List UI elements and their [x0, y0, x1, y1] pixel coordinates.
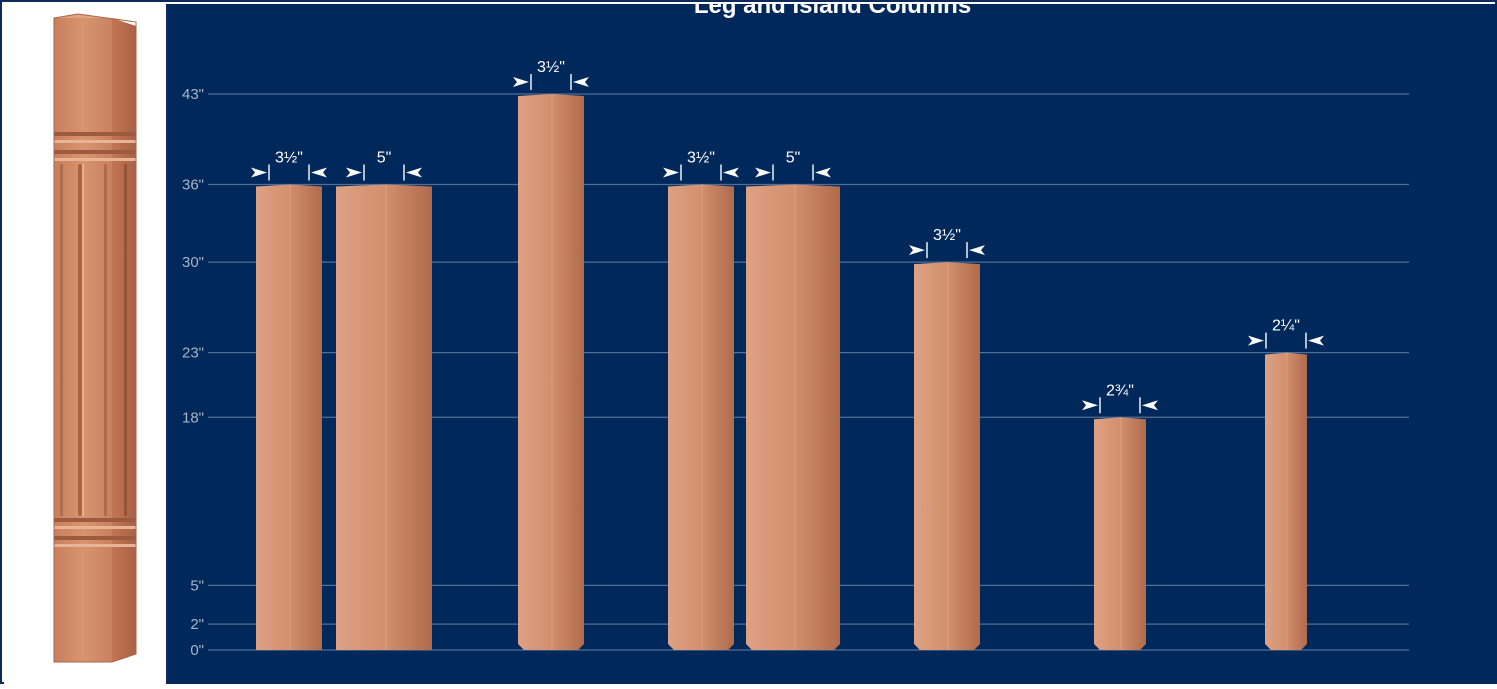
column-front-face [256, 184, 290, 650]
dimension-arrow-icon [969, 245, 985, 256]
column-front-face [914, 262, 948, 650]
y-tick-label: 36" [182, 177, 204, 194]
dimension-arrow-icon [755, 167, 771, 178]
column-bar [336, 184, 432, 650]
y-tick-label: 18" [182, 409, 204, 426]
column-side-face [290, 184, 322, 650]
dimension-arrow-icon [1248, 335, 1264, 346]
column-front-face [746, 184, 795, 650]
width-label: 2¾" [1106, 382, 1134, 399]
dimension-arrow-icon [573, 77, 589, 87]
width-label: 2¼" [1272, 318, 1300, 335]
width-label: 3½" [687, 150, 715, 167]
product-panel [4, 4, 168, 684]
dimension-arrow-icon [1142, 400, 1158, 411]
column-front-face [1094, 417, 1121, 650]
y-tick-label: 0" [190, 642, 204, 659]
column-front-face [668, 184, 702, 650]
column-front-face [518, 94, 552, 650]
column-bar [1265, 352, 1307, 650]
dimension-arrow-icon [723, 167, 739, 178]
width-label: 3½" [933, 227, 961, 244]
dimension-arrow-icon [663, 167, 679, 178]
dimension-arrow-icon [815, 167, 831, 178]
dimension-arrow-icon [1308, 335, 1324, 346]
column-side-face [1287, 352, 1307, 650]
dimension-arrow-icon [251, 167, 267, 178]
column-bar [668, 184, 734, 650]
dimension-arrow-icon [513, 77, 529, 87]
width-label: 3½" [537, 59, 565, 76]
y-tick-label: 2" [190, 616, 204, 633]
column-front-face [1265, 352, 1287, 650]
column-front-face [336, 184, 386, 650]
column-side-face [552, 94, 584, 650]
column-bar [256, 184, 322, 650]
width-label: 5" [786, 150, 801, 167]
column-bar [518, 94, 584, 650]
column-side-face [795, 184, 840, 650]
column-side-face [948, 262, 980, 650]
dimension-arrow-icon [406, 167, 422, 178]
dimension-arrow-icon [346, 167, 362, 178]
column-side-face [1121, 417, 1146, 650]
chart-panel: Leg and Island Columns 0" 2" 5" 18" 23" 30" 36… [168, 4, 1497, 684]
y-tick-label: 5" [190, 577, 204, 594]
column-bar [746, 184, 840, 650]
width-label: 5" [377, 150, 392, 167]
column-side-face [702, 184, 734, 650]
dimension-arrow-icon [311, 167, 327, 178]
y-tick-label: 43" [182, 86, 204, 103]
width-label: 3½" [275, 150, 303, 167]
column-side-face [386, 184, 432, 650]
column-bar [914, 262, 980, 650]
dimension-arrow-icon [909, 245, 925, 256]
column-bar [1094, 417, 1146, 650]
chart-title: Leg and Island Columns [693, 4, 972, 19]
y-tick-label: 23" [182, 345, 204, 362]
column-height-chart: 0" 2" 5" 18" 23" 30" 36" 43" 3½" 5" 3½" 3½" 5" 3½" 2¾"… [182, 59, 1409, 659]
dimension-arrow-icon [1082, 400, 1098, 411]
y-tick-label: 30" [182, 254, 204, 271]
column-photo-icon [53, 13, 137, 663]
